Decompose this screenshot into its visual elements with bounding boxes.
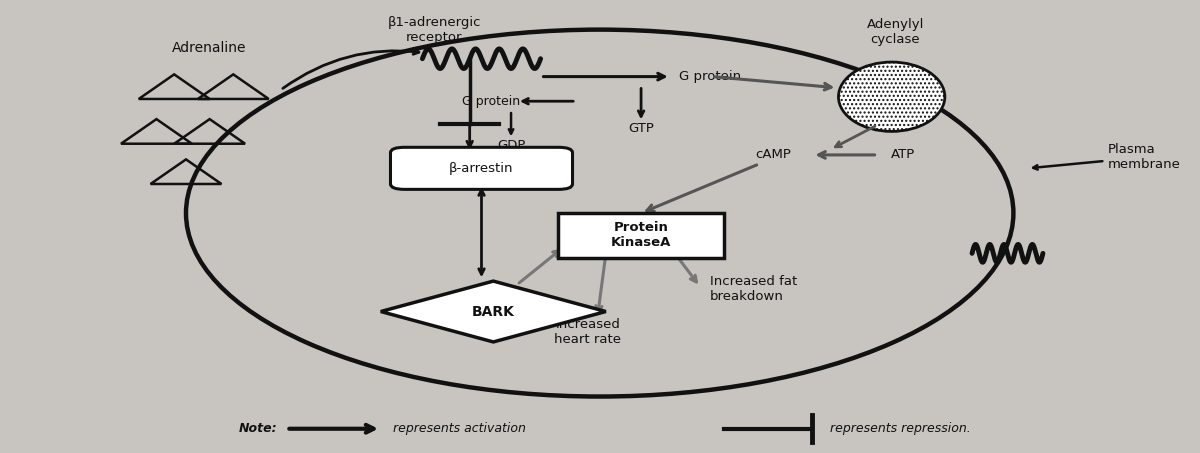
Ellipse shape [839,62,944,131]
Text: cAMP: cAMP [756,149,791,161]
Text: β1-adrenergic
receptor: β1-adrenergic receptor [388,16,481,44]
FancyBboxPatch shape [558,213,724,258]
FancyBboxPatch shape [390,147,572,189]
Text: represents activation: represents activation [392,422,526,435]
Text: Note:: Note: [239,422,278,435]
Text: GDP: GDP [497,140,526,153]
Text: G protein: G protein [679,70,742,83]
Text: Increased fat
breakdown: Increased fat breakdown [709,275,797,303]
Text: β-arrestin: β-arrestin [449,162,514,175]
Text: G protein: G protein [462,95,521,108]
Text: Protein
KinaseA: Protein KinaseA [611,222,671,250]
Polygon shape [380,281,606,342]
Text: ATP: ATP [892,149,916,161]
Text: Adenylyl
cyclase: Adenylyl cyclase [866,19,924,47]
Text: Plasma
membrane: Plasma membrane [1033,143,1181,171]
Text: Adrenaline: Adrenaline [173,40,247,54]
Text: GTP: GTP [628,121,654,135]
Text: Increased
heart rate: Increased heart rate [554,318,622,346]
Text: represents repression.: represents repression. [830,422,971,435]
Text: BARK: BARK [472,304,515,318]
